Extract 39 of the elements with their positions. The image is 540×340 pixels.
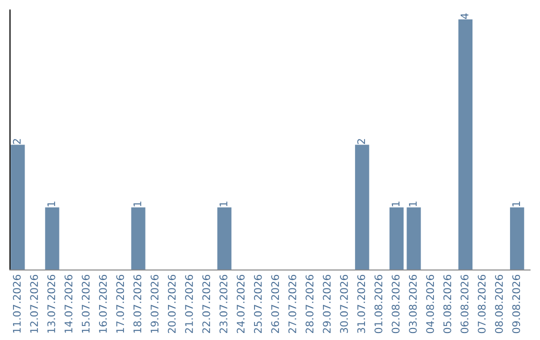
x-tick-label: 24.07.2026 xyxy=(236,274,245,334)
x-tick-label: 17.07.2026 xyxy=(116,274,124,333)
data-label: 1 xyxy=(409,202,417,206)
x-tick-label: 03.08.2026 xyxy=(408,274,417,334)
x-tick-label: 31.07.2026 xyxy=(357,274,366,334)
data-label: 4 xyxy=(460,13,468,19)
x-tick-label: 28.07.2026 xyxy=(306,274,314,334)
x-tick-label: 16.07.2026 xyxy=(98,274,107,333)
x-tick-label: 29.07.2026 xyxy=(322,274,331,334)
x-tick-label: 01.08.2026 xyxy=(374,274,382,334)
x-tick-label: 04.08.2026 xyxy=(426,274,434,334)
data-label: 2 xyxy=(12,139,21,144)
data-label: 1 xyxy=(47,202,56,206)
x-tick-label: 23.07.2026 xyxy=(220,274,228,334)
data-label: 1 xyxy=(220,202,228,206)
x-tick-label: 25.07.2026 xyxy=(254,274,262,334)
x-tick-label: 13.07.2026 xyxy=(47,274,56,333)
x-tick-label: 12.07.2026 xyxy=(30,274,38,333)
x-tick-label: 20.07.2026 xyxy=(168,274,176,334)
x-tick-label: 30.07.2026 xyxy=(340,274,348,334)
x-tick-label: 05.08.2026 xyxy=(443,274,452,334)
x-tick-label: 07.08.2026 xyxy=(478,274,486,334)
x-tick-label: 08.08.2026 xyxy=(495,274,503,334)
data-label: 2 xyxy=(357,139,365,144)
x-tick-label: 21.07.2026 xyxy=(185,274,193,334)
data-label: 1 xyxy=(392,202,400,206)
x-tick-label: 14.07.2026 xyxy=(64,274,72,333)
x-tick-label: 22.07.2026 xyxy=(202,274,210,334)
x-tick-label: 18.07.2026 xyxy=(133,274,142,333)
x-tick-label: 06.08.2026 xyxy=(460,274,468,334)
x-tick-label: 15.07.2026 xyxy=(82,274,90,333)
x-tick-label: 09.08.2026 xyxy=(512,274,520,334)
x-tick-label: 26.07.2026 xyxy=(271,274,280,334)
x-tick-label: 02.08.2026 xyxy=(392,274,400,334)
data-label: 1 xyxy=(512,202,520,206)
x-tick-label: 11.07.2026 xyxy=(12,274,21,333)
x-tick-label: 27.07.2026 xyxy=(288,274,296,334)
data-label: 1 xyxy=(134,202,142,206)
x-tick-label: 19.07.2026 xyxy=(150,274,159,333)
